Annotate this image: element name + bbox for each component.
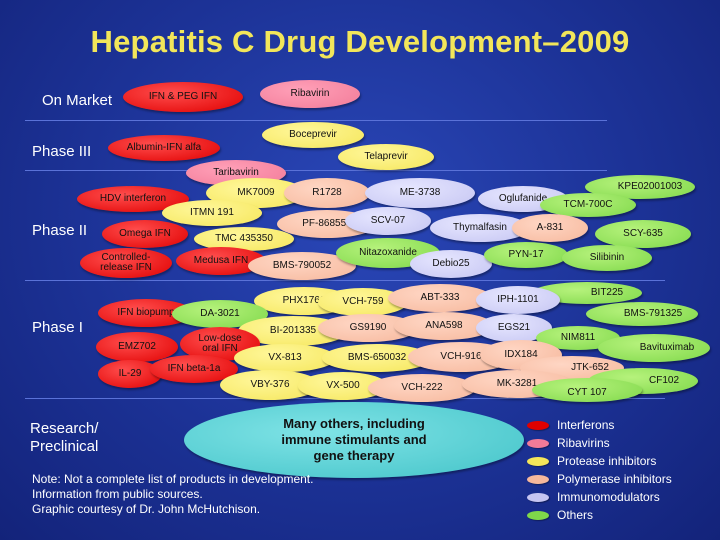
drug-scy-635: SCY-635 bbox=[595, 220, 691, 248]
drug-tmc-435350: TMC 435350 bbox=[194, 227, 294, 251]
note-line-3: Graphic courtesy of Dr. John McHutchison… bbox=[32, 502, 261, 516]
legend-item: Polymerase inhibitors bbox=[527, 470, 672, 488]
drug-bavituximab: Bavituximab bbox=[598, 334, 710, 362]
drug-silibinin: Silibinin bbox=[562, 245, 652, 271]
drug-ribavirin: Ribavirin bbox=[260, 80, 360, 108]
legend-swatch bbox=[527, 438, 549, 448]
drug-a-831: A-831 bbox=[512, 214, 588, 242]
note-line-2: Information from public sources. bbox=[32, 487, 203, 501]
drug-boceprevir: Boceprevir bbox=[262, 122, 364, 148]
phase-label-phase-2: Phase II bbox=[32, 222, 88, 239]
drug-iph-1101: IPH-1101 bbox=[476, 286, 560, 314]
legend-label: Interferons bbox=[557, 418, 615, 432]
source-note: Note: Not a complete list of products in… bbox=[32, 472, 313, 517]
legend-label: Immunomodulators bbox=[557, 490, 660, 504]
drug-abt-333: ABT-333 bbox=[388, 284, 492, 312]
legend-label: Others bbox=[557, 508, 594, 522]
note-line-1: Note: Not a complete list of products in… bbox=[32, 472, 314, 486]
divider-market bbox=[25, 120, 607, 121]
legend: Interferons Ribavirins Protease inhibitors… bbox=[527, 416, 672, 524]
drug-telaprevir: Telaprevir bbox=[338, 144, 434, 170]
legend-item: Protease inhibitors bbox=[527, 452, 672, 470]
legend-swatch bbox=[527, 492, 549, 502]
phase-label-on-market: On Market bbox=[42, 92, 113, 109]
legend-swatch bbox=[527, 510, 549, 520]
drug-cyt-107: CYT 107 bbox=[532, 378, 642, 402]
drug-controlled-release-ifn: Controlled-release IFN bbox=[80, 248, 172, 278]
legend-item: Others bbox=[527, 506, 672, 524]
legend-item: Immunomodulators bbox=[527, 488, 672, 506]
legend-label: Protease inhibitors bbox=[557, 454, 657, 468]
research-others-bubble: Many others, including immune stimulants… bbox=[184, 402, 524, 478]
phase-label-phase-3: Phase III bbox=[32, 143, 92, 160]
slide-title: Hepatitis C Drug Development–2009 bbox=[90, 24, 630, 59]
drug-ifn-peg-ifn: IFN & PEG IFN bbox=[123, 82, 243, 112]
drug-me-3738: ME-3738 bbox=[365, 178, 475, 208]
drug-vch-222: VCH-222 bbox=[368, 374, 476, 402]
drug-debio25: Debio25 bbox=[410, 250, 492, 278]
drug-r1728: R1728 bbox=[284, 178, 370, 208]
legend-label: Ribavirins bbox=[557, 436, 610, 450]
phase-label-phase-1: Phase I bbox=[32, 319, 83, 336]
drug-pyn-17: PYN-17 bbox=[484, 242, 568, 268]
drug-scv-07: SCV-07 bbox=[345, 207, 431, 235]
drug-vx-813: VX-813 bbox=[234, 344, 336, 372]
drug-itmn-191: ITMN 191 bbox=[162, 200, 262, 226]
phase-label-research: Research/ Preclinical bbox=[30, 420, 99, 455]
drug-tcm-700c: TCM-700C bbox=[540, 193, 636, 217]
legend-label: Polymerase inhibitors bbox=[557, 472, 672, 486]
drug-omega-ifn: Omega IFN bbox=[102, 220, 188, 248]
legend-item: Ribavirins bbox=[527, 434, 672, 452]
legend-swatch bbox=[527, 420, 549, 430]
divider-phase2 bbox=[25, 280, 665, 281]
drug-bms-791325: BMS-791325 bbox=[586, 302, 698, 326]
legend-swatch bbox=[527, 456, 549, 466]
drug-albumin-ifn-alfa: Albumin-IFN alfa bbox=[108, 135, 220, 161]
legend-item: Interferons bbox=[527, 416, 672, 434]
legend-swatch bbox=[527, 474, 549, 484]
divider-phase3 bbox=[25, 170, 607, 171]
drug-emz702: EMZ702 bbox=[96, 332, 178, 362]
